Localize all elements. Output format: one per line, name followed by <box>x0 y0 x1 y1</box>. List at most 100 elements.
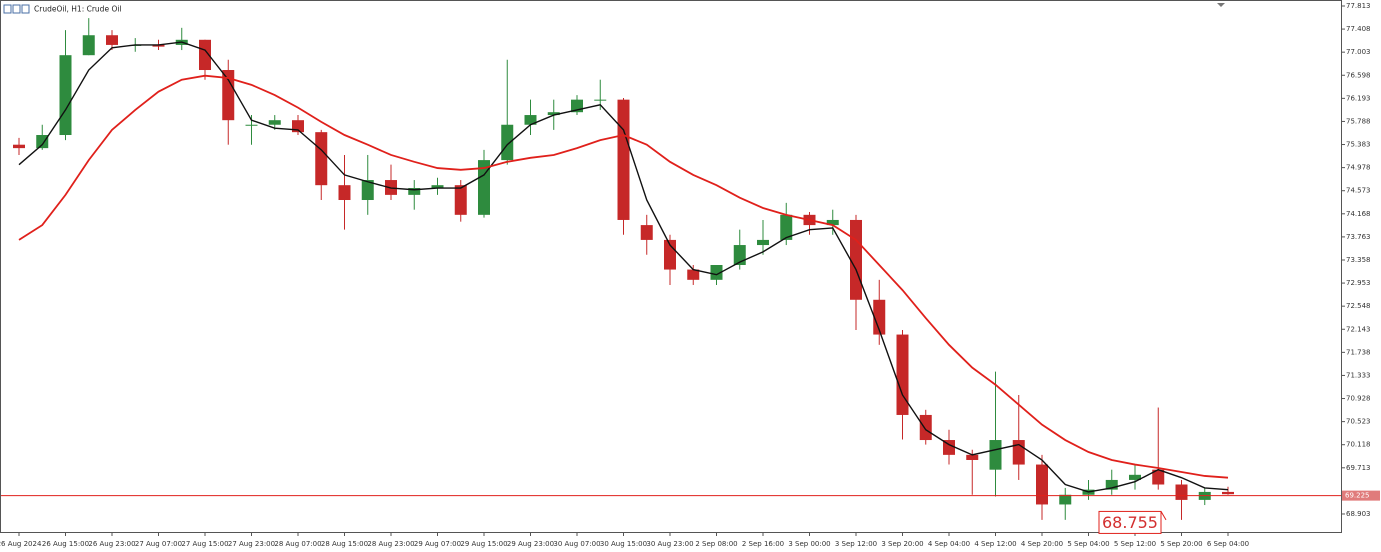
candle-body <box>989 440 1002 470</box>
x-tick-label: 27 Aug 07:00 <box>135 540 182 548</box>
candle-body <box>501 124 514 161</box>
y-tick-label: 70.928 <box>1346 395 1371 403</box>
y-tick-label: 73.358 <box>1346 256 1371 264</box>
candle-body <box>966 454 979 460</box>
candle-body <box>292 120 304 133</box>
y-tick-label: 76.193 <box>1346 94 1371 102</box>
x-tick-label: 29 Aug 15:00 <box>460 540 507 548</box>
y-tick-label: 77.813 <box>1346 2 1371 10</box>
y-tick-label: 74.168 <box>1346 210 1371 218</box>
x-tick-label: 29 Aug 23:00 <box>507 540 554 548</box>
x-tick-label: 3 Sep 20:00 <box>881 540 923 548</box>
current-price-box <box>1342 490 1380 501</box>
icon <box>21 4 30 14</box>
candle-body <box>199 39 211 71</box>
y-tick-label: 72.548 <box>1346 302 1371 310</box>
candle-body <box>919 414 932 441</box>
candle-body <box>245 124 258 126</box>
candle-body <box>1222 491 1234 495</box>
candle-body <box>222 70 235 121</box>
y-tick-label: 77.408 <box>1346 25 1371 33</box>
y-tick-label: 68.903 <box>1346 510 1371 518</box>
x-tick-label: 3 Sep 12:00 <box>835 540 877 548</box>
x-tick-label: 30 Aug 07:00 <box>553 540 600 548</box>
candle-body <box>152 44 165 47</box>
x-tick-label: 28 Aug 23:00 <box>367 540 414 548</box>
x-tick-label: 2 Sep 08:00 <box>695 540 737 548</box>
current-price-label: 69.225 <box>1345 492 1370 500</box>
x-tick-label: 30 Aug 15:00 <box>600 540 647 548</box>
x-tick-label: 5 Sep 04:00 <box>1067 540 1109 548</box>
candle-body <box>594 99 607 101</box>
x-tick-label: 29 Aug 07:00 <box>414 540 461 548</box>
candle-body <box>826 219 839 226</box>
moving-average <box>18 41 1229 493</box>
x-tick-label: 26 Aug 23:00 <box>88 540 135 548</box>
x-tick-label: 4 Sep 12:00 <box>974 540 1016 548</box>
candle-body <box>82 35 95 56</box>
candle-body <box>733 245 746 266</box>
x-tick-label: 26 Aug 2024 <box>0 540 42 548</box>
candle-body <box>13 144 25 149</box>
y-tick-label: 71.738 <box>1346 348 1371 356</box>
candle-body <box>524 115 537 125</box>
candle-body <box>1105 479 1118 490</box>
candle-body <box>640 225 653 240</box>
y-tick-label: 76.598 <box>1346 71 1371 79</box>
y-tick-label: 75.788 <box>1346 117 1371 125</box>
y-tick-label: 77.003 <box>1346 48 1371 56</box>
candle-body <box>361 180 374 201</box>
y-tick-label: 74.573 <box>1346 187 1371 195</box>
x-tick-label: 30 Aug 23:00 <box>646 540 693 548</box>
y-tick-label: 73.763 <box>1346 233 1371 241</box>
x-tick-label: 27 Aug 15:00 <box>181 540 228 548</box>
candle-body <box>36 135 49 149</box>
x-tick-label: 26 Aug 15:00 <box>42 540 89 548</box>
candle-body <box>431 185 444 189</box>
x-tick-label: 27 Aug 23:00 <box>228 540 275 548</box>
icon <box>3 4 12 14</box>
annotation-box <box>1098 510 1162 534</box>
icon <box>12 4 21 14</box>
candle-body <box>780 214 793 240</box>
candle-body <box>1036 464 1048 505</box>
candle-body <box>1152 469 1165 485</box>
candle-body <box>454 185 467 215</box>
y-tick-label: 72.143 <box>1346 325 1371 333</box>
candle-body <box>850 219 862 300</box>
x-tick-label: 3 Sep 00:00 <box>788 540 830 548</box>
x-tick-label: 28 Aug 15:00 <box>321 540 368 548</box>
annotation-leader <box>1160 511 1167 521</box>
shift-marker <box>1217 3 1225 7</box>
candle-body <box>1012 440 1025 465</box>
x-tick-label: 5 Sep 20:00 <box>1160 540 1202 548</box>
candle-body <box>408 188 421 195</box>
y-tick-label: 74.978 <box>1346 164 1371 172</box>
candle-body <box>1129 474 1141 480</box>
candle-body <box>106 35 118 45</box>
candle-body <box>617 99 630 220</box>
candle-body <box>338 185 351 201</box>
x-tick-label: 4 Sep 04:00 <box>928 540 970 548</box>
candle-body <box>478 160 490 215</box>
candle-body <box>710 265 723 280</box>
y-tick-label: 70.523 <box>1346 418 1371 426</box>
candle-body <box>757 239 769 246</box>
y-tick-label: 72.953 <box>1346 279 1371 287</box>
candle-body <box>1059 494 1072 505</box>
candle-body <box>873 299 886 335</box>
y-tick-label: 71.333 <box>1346 371 1371 379</box>
candle-body <box>1175 484 1188 500</box>
x-tick-label: 6 Sep 04:00 <box>1207 540 1249 548</box>
candle-body <box>896 334 909 415</box>
annotation-label: 68.755 <box>1102 513 1158 532</box>
candle-body <box>547 112 560 116</box>
x-tick-label: 2 Sep 16:00 <box>742 540 784 548</box>
candle-body <box>268 120 281 125</box>
x-tick-label: 5 Sep 12:00 <box>1114 540 1156 548</box>
moving-average <box>18 74 1229 479</box>
y-tick-label: 69.713 <box>1346 464 1371 472</box>
chart-title: CrudeOil, H1: Crude Oil <box>34 5 122 14</box>
